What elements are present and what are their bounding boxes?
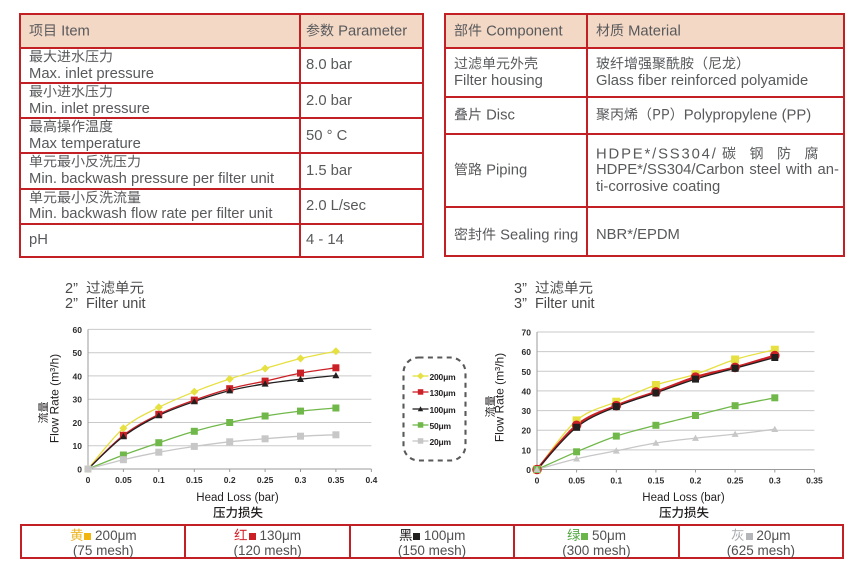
svg-text:50: 50 [73, 348, 83, 358]
svg-text:60: 60 [73, 325, 83, 335]
svg-text:0.05: 0.05 [115, 475, 132, 485]
svg-text:20: 20 [73, 418, 83, 428]
svg-text:40: 40 [522, 386, 532, 396]
svg-text:0.2: 0.2 [690, 476, 702, 486]
svg-text:30: 30 [73, 395, 83, 405]
svg-text:0.3: 0.3 [769, 476, 781, 486]
svg-text:0.15: 0.15 [186, 475, 203, 485]
svg-text:0.2: 0.2 [224, 475, 236, 485]
svg-text:40: 40 [73, 371, 83, 381]
svg-text:10: 10 [73, 441, 83, 451]
svg-text:0.35: 0.35 [806, 476, 823, 486]
svg-text:0.3: 0.3 [295, 475, 307, 485]
svg-text:0.15: 0.15 [648, 476, 665, 486]
svg-text:70: 70 [522, 328, 532, 338]
svg-text:0: 0 [86, 475, 91, 485]
svg-text:0.35: 0.35 [328, 475, 345, 485]
svg-text:10: 10 [522, 445, 532, 455]
svg-text:20: 20 [522, 426, 532, 436]
svg-text:0: 0 [535, 476, 540, 486]
svg-text:0.1: 0.1 [610, 476, 622, 486]
svg-text:50: 50 [522, 367, 532, 377]
svg-text:0.25: 0.25 [727, 476, 744, 486]
svg-text:30: 30 [522, 406, 532, 416]
svg-text:60: 60 [522, 347, 532, 357]
svg-text:0.4: 0.4 [365, 475, 377, 485]
svg-text:0.25: 0.25 [257, 475, 274, 485]
svg-text:0.05: 0.05 [568, 476, 585, 486]
svg-text:0.1: 0.1 [153, 475, 165, 485]
svg-text:0: 0 [77, 465, 82, 475]
svg-text:0: 0 [526, 465, 531, 475]
